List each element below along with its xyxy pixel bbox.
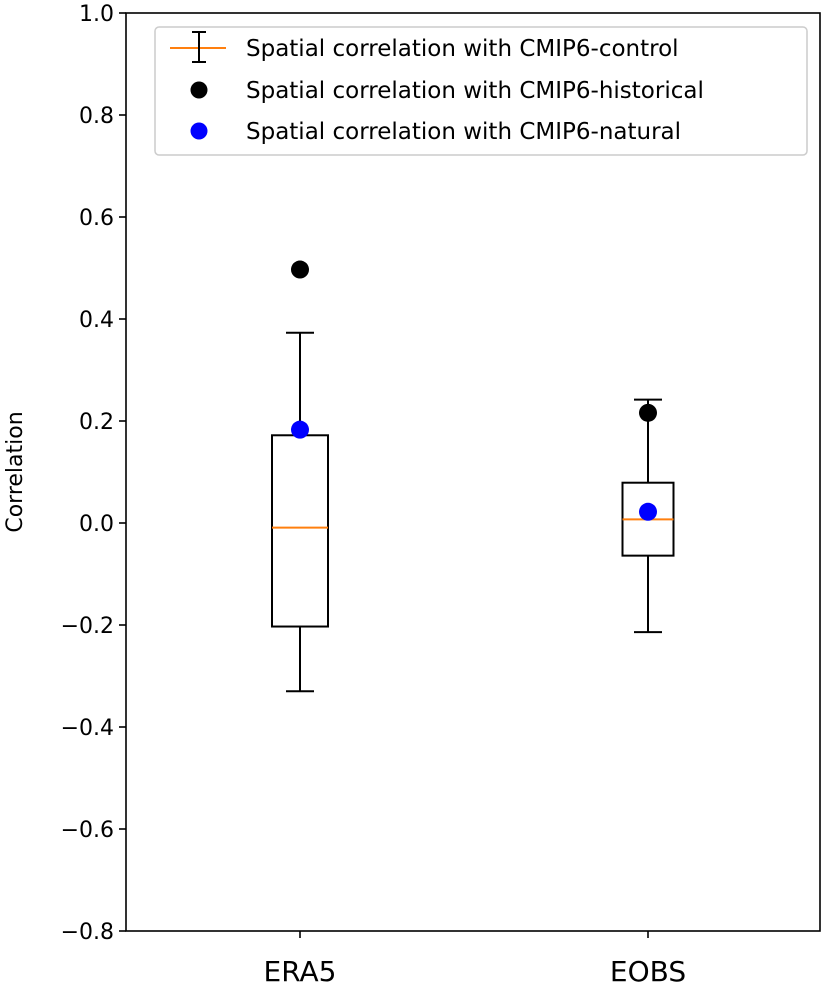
legend-label-natural: Spatial correlation with CMIP6-natural <box>246 119 681 145</box>
y-tick-label: 0.6 <box>79 206 114 231</box>
y-tick-label: 0.2 <box>79 410 114 435</box>
legend-box <box>154 26 808 156</box>
legend-label-control: Spatial correlation with CMIP6-control <box>246 36 679 62</box>
y-axis-label: Correlation <box>3 411 28 532</box>
historical-point-era5 <box>291 260 309 279</box>
plot-frame <box>125 12 821 932</box>
legend-entry-control: Spatial correlation with CMIP6-control <box>170 31 679 63</box>
y-axis: −0.8 −0.6 −0.4 −0.2 0.0 0.2 0.4 0.6 0.8 1.0 <box>61 2 126 945</box>
y-tick-label: −0.6 <box>61 818 114 843</box>
y-tick-label: −0.2 <box>61 614 114 639</box>
historical-point-eobs <box>639 403 657 422</box>
natural-point-eobs <box>639 502 657 521</box>
legend-label-historical: Spatial correlation with CMIP6-historica… <box>246 78 704 104</box>
natural-point-era5 <box>291 420 309 439</box>
x-tick-label: ERA5 <box>264 955 337 988</box>
plot-marks <box>271 260 675 693</box>
y-tick-label: 1.0 <box>79 2 114 27</box>
y-tick-label: 0.4 <box>79 308 114 333</box>
x-tick-label: EOBS <box>610 955 686 988</box>
legend: Spatial correlation with CMIP6-control S… <box>154 26 808 156</box>
iqr-box <box>271 434 329 628</box>
y-tick-label: 0.0 <box>79 512 114 537</box>
legend-entry-natural: Spatial correlation with CMIP6-natural <box>190 119 681 145</box>
x-axis: ERA5 EOBS <box>264 931 686 988</box>
y-tick-label: −0.4 <box>61 716 114 741</box>
legend-entry-historical: Spatial correlation with CMIP6-historica… <box>190 78 704 104</box>
box-era5 <box>271 331 329 693</box>
y-tick-label: −0.8 <box>61 920 114 945</box>
y-tick-label: 0.8 <box>79 104 114 129</box>
